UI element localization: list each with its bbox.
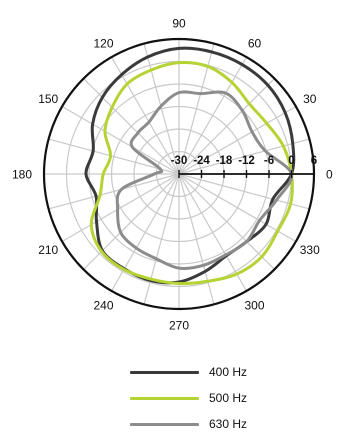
polar-chart: -30 -24 -18 -12 -6 0 6030609012015018021024027… [12, 17, 333, 333]
theta-tick-label: 210 [38, 243, 58, 257]
theta-tick-label: 60 [248, 37, 262, 51]
theta-tick-label: 0 [326, 168, 333, 182]
legend-label-500: 500 Hz [209, 391, 248, 405]
legend-label-400: 400 Hz [209, 365, 248, 379]
r-tick-label: -6 [264, 155, 274, 167]
theta-tick-label: 150 [38, 92, 58, 106]
series-line-500-hz [89, 60, 294, 286]
theta-tick-label: 300 [244, 298, 264, 312]
legend-item: 630 Hz [130, 415, 280, 441]
theta-tick-label: 120 [93, 37, 113, 51]
legend-swatch-500 [130, 397, 199, 400]
polar-series [84, 46, 296, 286]
r-tick-label: 0 [288, 155, 294, 167]
legend-swatch-630 [130, 423, 199, 426]
legend-item: 500 Hz [130, 389, 280, 415]
polar-labels: -30 -24 -18 -12 -6 0 6030609012015018021024027… [12, 17, 333, 333]
legend: 400 Hz 500 Hz 630 Hz [130, 363, 280, 441]
r-tick-label: -30 [171, 155, 188, 167]
theta-tick-label: 90 [172, 17, 186, 31]
r-tick-label: 6 [311, 155, 317, 167]
r-tick-label: -18 [216, 155, 233, 167]
series-line-630-hz [115, 90, 294, 270]
r-tick-label: -24 [193, 155, 210, 167]
theta-tick-label: 330 [300, 243, 320, 257]
legend-item: 400 Hz [130, 363, 280, 389]
theta-tick-label: 270 [169, 319, 189, 333]
legend-label-630: 630 Hz [209, 417, 248, 431]
r-tick-label: -12 [238, 155, 255, 167]
theta-tick-label: 180 [12, 168, 32, 182]
theta-tick-label: 30 [303, 92, 317, 106]
series-line-400-hz [84, 46, 296, 285]
theta-tick-label: 240 [93, 298, 113, 312]
legend-swatch-400 [130, 371, 199, 374]
polar-axis [42, 37, 316, 311]
